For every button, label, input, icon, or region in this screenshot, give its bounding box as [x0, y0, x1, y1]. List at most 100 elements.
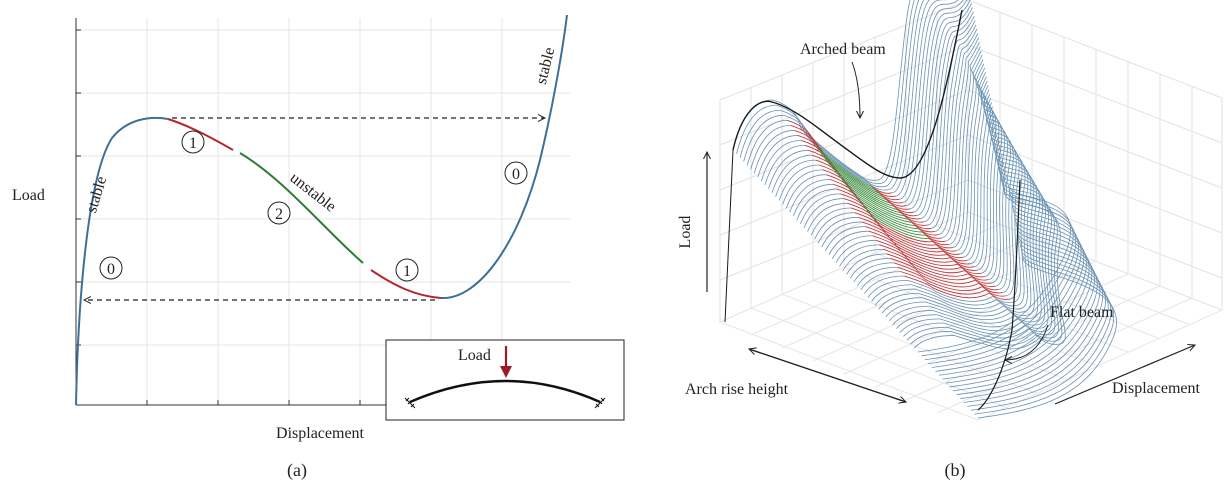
surface-line-stable: [925, 301, 954, 312]
surface-line-red: [914, 225, 935, 233]
surface-line-stable: [966, 67, 986, 261]
marker-zero-right: 0: [504, 161, 528, 185]
marker-one-left-text: 1: [189, 135, 197, 152]
surface-line-red: [881, 228, 940, 249]
surface-line-green: [853, 194, 912, 223]
surface-line-stable: [970, 249, 1112, 411]
ylabel-a: Load: [12, 187, 45, 204]
surface-edge-arched: [732, 9, 963, 179]
surface-line-stable: [803, 198, 845, 228]
surface-line-stable: [916, 7, 973, 216]
surface-line-stable: [881, 297, 923, 314]
surface-line-stable: [945, 303, 1004, 313]
surface-line-red: [899, 249, 958, 267]
annotation-flat-beam: Flat beam: [1050, 304, 1114, 321]
surface-line-red: [882, 196, 903, 204]
surface-line-red: [985, 289, 1006, 297]
surface-line-stable: [929, 305, 957, 316]
panel-a: 0 1 2 1 0 stable stable unstable Load Di…: [12, 14, 625, 481]
surface-line-red: [861, 221, 890, 238]
surface-line-green: [857, 198, 915, 226]
surface-line-stable: [994, 136, 1032, 313]
surface-line-stable: [942, 214, 1090, 380]
surface-line-stable: [977, 80, 994, 271]
surface-line-red: [928, 282, 987, 295]
surface-line-red: [950, 257, 971, 265]
surface-line-red: [871, 186, 893, 194]
surface-line-stable: [924, 193, 1077, 361]
curve-stable-right: [440, 14, 568, 300]
surface-line-stable: [839, 244, 880, 267]
surface-line-stable: [911, 284, 940, 296]
surface-line-stable: [771, 154, 813, 193]
surface-line-red: [889, 202, 911, 210]
leader-arched-beam: [851, 61, 860, 118]
surface-line-stable: [1013, 315, 1035, 323]
surface-line-stable: [903, 322, 944, 337]
surface-line-stable: [746, 119, 788, 166]
surface-line-stable: [996, 299, 1017, 307]
surface-line-stable: [949, 223, 1095, 388]
surface-line-stable: [814, 212, 855, 240]
surface-line-red: [921, 231, 943, 239]
surface-line-stable: [974, 331, 1033, 342]
surface-line-stable: [953, 227, 1098, 392]
marker-one-left: 1: [181, 130, 205, 154]
surface-line-stable: [785, 174, 827, 209]
surface-line-stable: [924, 15, 975, 223]
surface-line-stable: [842, 248, 884, 271]
surface-line-stable: [914, 288, 943, 300]
marker-one-right-text: 1: [403, 263, 411, 280]
surface-line-stable: [778, 164, 820, 201]
surface-line-red: [896, 245, 955, 263]
surface-line-red: [872, 235, 901, 251]
label-stable-right: stable: [533, 46, 559, 86]
surface-line-stable: [877, 0, 911, 181]
surface-line-stable: [946, 326, 975, 336]
surface-line-stable: [739, 109, 781, 158]
axis-label-load: Load: [677, 216, 694, 249]
surface-line-stable: [939, 318, 968, 328]
surface-line-stable: [853, 262, 894, 283]
surface-line-green: [842, 181, 901, 214]
surface-line-stable: [832, 235, 873, 259]
surface-line-red: [918, 228, 939, 236]
surface-line-stable: [910, 330, 951, 345]
surface-line-green: [835, 172, 894, 207]
surface-line-stable: [1038, 337, 1060, 345]
surface-line-red: [932, 241, 953, 249]
surface-line-red: [974, 279, 996, 287]
surface-line-stable: [967, 244, 1109, 407]
surface-line-red: [964, 270, 985, 278]
surface-line-stable: [973, 76, 991, 268]
surface-stable-lines: [732, 0, 1117, 419]
surface-line-stable: [817, 216, 859, 244]
inset-load-label: Load: [458, 347, 491, 364]
surface-line-stable: [917, 184, 1071, 353]
surface-line-stable: [928, 197, 1079, 365]
surface-line-stable: [736, 104, 777, 154]
marker-zero-left: 0: [99, 256, 123, 280]
surface-line-stable: [892, 0, 930, 194]
surface-line-stable: [846, 253, 887, 275]
surface-line-green: [846, 185, 905, 217]
surface-line-stable: [888, 305, 930, 322]
surface-line-green: [839, 176, 898, 210]
xlabel-a: Displacement: [276, 425, 365, 442]
marker-two: 2: [267, 201, 291, 225]
surface-line-stable: [942, 299, 1001, 310]
marker-two-text: 2: [275, 206, 283, 223]
surface-line-stable: [970, 72, 988, 265]
surface-line-red: [967, 273, 989, 281]
surface-line-red: [892, 241, 951, 260]
surface-line-red: [928, 237, 950, 246]
surface-line-red: [893, 205, 914, 213]
surface-line-stable: [849, 257, 891, 279]
surface-line-stable: [949, 307, 1008, 317]
label-stable-left: stable: [83, 174, 110, 215]
surface-line-stable: [881, 0, 915, 184]
surface-line-red: [906, 258, 965, 274]
surface-line-green: [860, 202, 919, 230]
